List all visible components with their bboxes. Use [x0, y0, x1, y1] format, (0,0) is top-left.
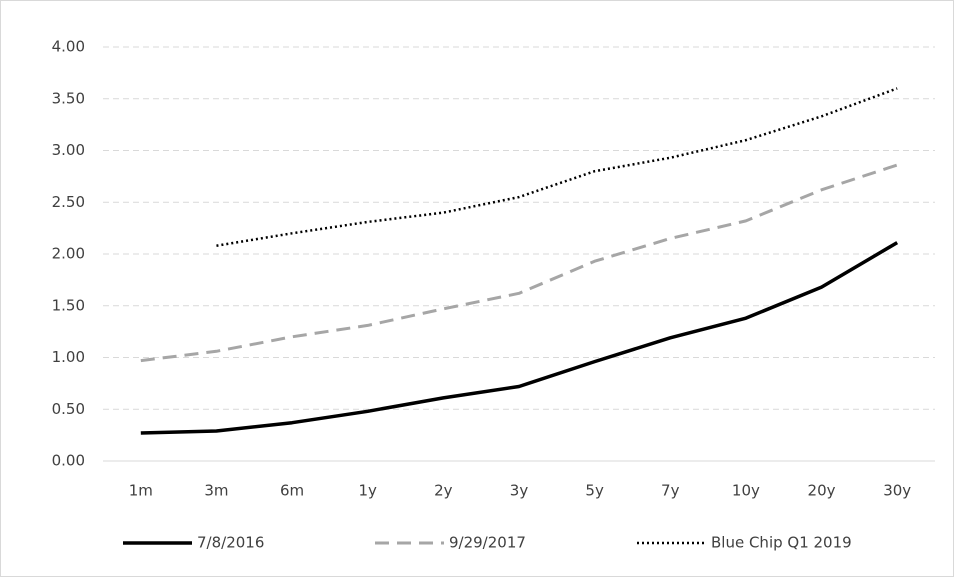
series-line	[216, 87, 898, 247]
x-tick-label: 1m	[129, 482, 153, 500]
y-tick-label: 3.00	[52, 141, 85, 159]
x-tick-label: 1y	[359, 482, 378, 500]
legend-label: 9/29/2017	[449, 534, 526, 552]
x-tick-label: 7y	[661, 482, 680, 500]
x-tick-label: 2y	[434, 482, 453, 500]
y-tick-label: 0.50	[52, 400, 85, 418]
series-line	[140, 163, 898, 363]
legend-label: Blue Chip Q1 2019	[711, 534, 852, 552]
y-tick-label: 1.00	[52, 348, 85, 366]
y-tick-label: 2.00	[52, 245, 85, 263]
x-tick-label: 30y	[883, 482, 911, 500]
y-tick-label: 4.00	[52, 38, 85, 56]
x-tick-label: 6m	[280, 482, 304, 500]
y-tick-label: 2.50	[52, 193, 85, 211]
y-tick-label: 0.00	[52, 452, 85, 470]
y-tick-label: 3.50	[52, 89, 85, 107]
x-tick-label: 5y	[585, 482, 604, 500]
legend-label: 7/8/2016	[197, 534, 264, 552]
x-tick-label: 20y	[808, 482, 836, 500]
x-tick-label: 10y	[732, 482, 760, 500]
y-tick-label: 1.50	[52, 296, 85, 314]
x-tick-label: 3m	[204, 482, 228, 500]
series-line	[140, 241, 899, 435]
x-tick-label: 3y	[510, 482, 529, 500]
